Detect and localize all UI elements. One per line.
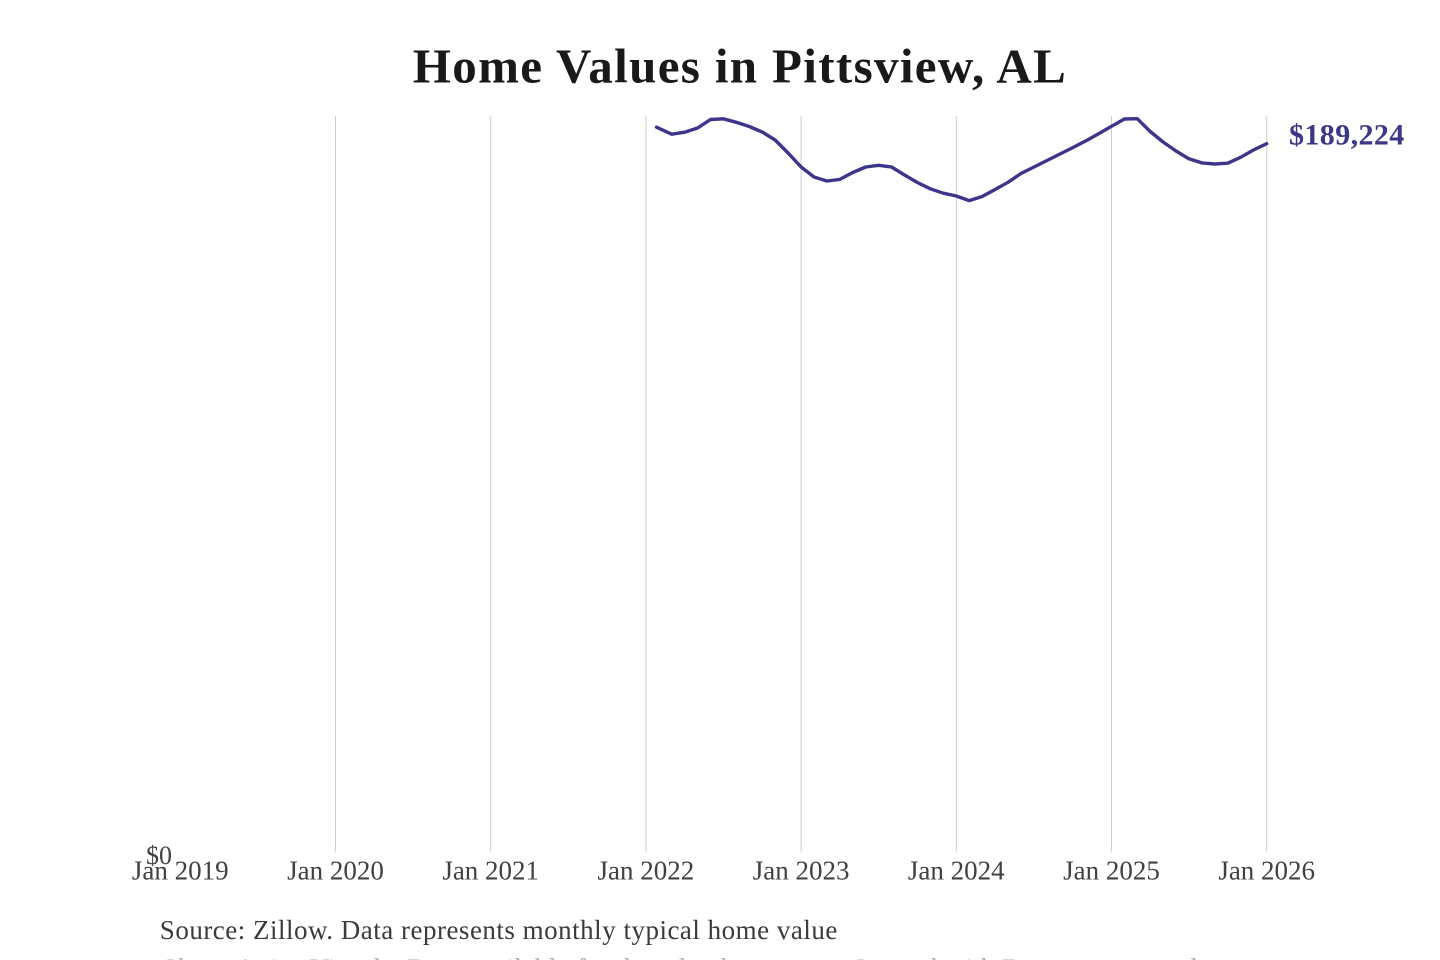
svg-text:Chart: Axios Visuals. Data ava: Chart: Axios Visuals. Data available for… [160,954,1199,960]
svg-text:Jan 2020: Jan 2020 [287,855,384,885]
svg-text:Jan 2019: Jan 2019 [132,855,229,885]
svg-text:$0: $0 [146,841,172,870]
svg-text:Home Values in Pittsview, AL: Home Values in Pittsview, AL [413,39,1067,94]
svg-text:Jan 2021: Jan 2021 [442,855,539,885]
svg-text:Jan 2026: Jan 2026 [1218,855,1315,885]
svg-text:Jan 2024: Jan 2024 [908,855,1005,885]
svg-text:$189,224: $189,224 [1289,119,1405,152]
svg-text:Jan 2025: Jan 2025 [1063,855,1160,885]
svg-text:Jan 2023: Jan 2023 [753,855,850,885]
svg-text:Source: Zillow. Data represent: Source: Zillow. Data represents monthly … [160,915,838,945]
svg-text:Jan 2022: Jan 2022 [598,855,695,885]
